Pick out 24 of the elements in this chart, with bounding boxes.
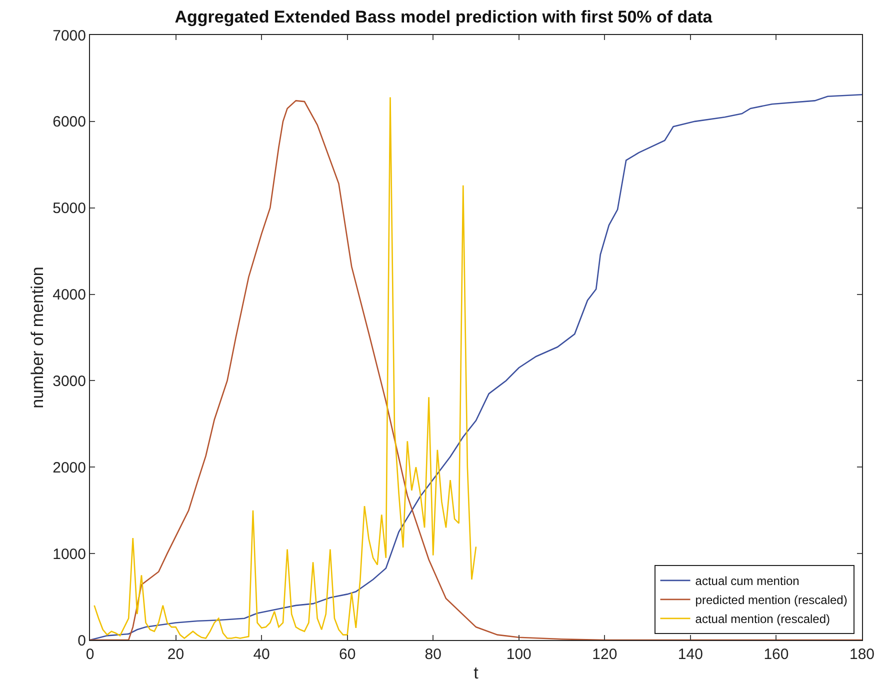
y-tick-label: 5000 (52, 200, 86, 218)
y-tick-label: 1000 (52, 546, 86, 563)
x-tick-label: 120 (592, 646, 618, 663)
x-tick-label: 80 (424, 646, 442, 663)
x-axis-title: t (474, 663, 479, 682)
x-tick-label: 20 (167, 646, 184, 663)
y-tick-label: 0 (78, 632, 86, 650)
legend-label: actual mention (rescaled) (695, 612, 830, 626)
x-tick-label: 60 (338, 646, 356, 663)
legend-label: actual cum mention (695, 574, 800, 588)
x-tick-label: 160 (764, 646, 789, 663)
legend-label: predicted mention (rescaled) (695, 593, 848, 608)
y-tick-label: 2000 (52, 459, 86, 476)
y-tick-label: 6000 (52, 114, 86, 131)
y-tick-label: 3000 (52, 372, 86, 390)
x-tick-label: 180 (849, 646, 875, 663)
y-axis-title: number of mention (28, 266, 48, 408)
x-tick-label: 140 (678, 646, 703, 663)
y-tick-label: 4000 (52, 286, 86, 304)
x-tick-label: 100 (506, 646, 532, 663)
x-tick-label: 40 (253, 646, 270, 663)
y-tick-label: 7000 (52, 27, 86, 44)
chart-title: Aggregated Extended Bass model prediction with first 50% of data (174, 7, 713, 26)
line-series (94, 96, 477, 639)
